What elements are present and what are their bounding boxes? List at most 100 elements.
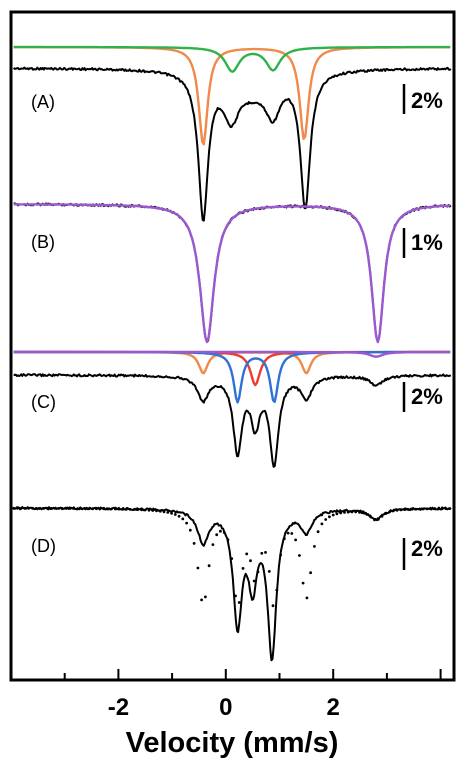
- data-point: [79, 507, 83, 510]
- data-point: [27, 506, 31, 510]
- data-point: [155, 509, 158, 513]
- data-point: [275, 588, 279, 592]
- data-point: [395, 508, 399, 512]
- data-point: [429, 507, 433, 511]
- data-point: [256, 570, 260, 574]
- data-point: [121, 507, 125, 511]
- data-point: [335, 512, 339, 516]
- data-point: [260, 551, 264, 555]
- data-point: [87, 507, 91, 511]
- data-point: [328, 515, 331, 519]
- data-point: [425, 507, 429, 511]
- scale-label: 1%: [411, 230, 443, 255]
- data-point: [309, 571, 312, 575]
- data-point: [61, 507, 64, 510]
- data-point: [113, 507, 117, 511]
- data-point: [166, 511, 170, 514]
- data-point: [31, 506, 34, 510]
- labels-layer: (A) 2% (B) 1% (C) 2% (D) 2%: [31, 84, 443, 570]
- data-point: [407, 508, 410, 511]
- panel-1-series-2: [13, 45, 451, 146]
- data-point: [140, 508, 143, 512]
- data-point: [91, 507, 94, 511]
- data-point: [369, 515, 373, 519]
- panel-1-series-1: [12, 66, 452, 222]
- data-point: [271, 604, 275, 608]
- data-point: [102, 507, 106, 511]
- data-point: [196, 566, 200, 570]
- data-point: [343, 511, 346, 514]
- panel-4-series-2-dots: [12, 506, 452, 608]
- data-point: [358, 510, 361, 514]
- data-point: [106, 507, 110, 511]
- data-point: [444, 507, 448, 510]
- data-point: [128, 508, 132, 511]
- data-point: [151, 509, 155, 512]
- data-point: [391, 509, 395, 513]
- data-point: [241, 567, 245, 570]
- data-point: [42, 507, 46, 510]
- data-point: [350, 510, 354, 514]
- data-point: [320, 522, 324, 526]
- data-point: [264, 551, 267, 554]
- data-point: [76, 507, 79, 510]
- data-point: [158, 509, 162, 513]
- data-point: [162, 510, 166, 514]
- data-point: [49, 507, 53, 510]
- data-point: [294, 538, 297, 542]
- data-point: [305, 596, 309, 600]
- data-point: [226, 538, 230, 542]
- data-point: [298, 554, 301, 557]
- data-point: [132, 508, 136, 511]
- panel-label: (A): [31, 92, 55, 112]
- data-point: [279, 553, 282, 557]
- panel-4-series-1: [12, 506, 452, 662]
- scale-label: 2%: [411, 536, 443, 561]
- data-point: [365, 513, 369, 516]
- data-point: [207, 564, 211, 568]
- data-point: [316, 530, 320, 534]
- panel-label: (C): [31, 392, 56, 412]
- data-point: [204, 595, 207, 599]
- data-point: [380, 514, 384, 518]
- panel-label: (D): [31, 536, 56, 556]
- x-tick-label: 0: [219, 694, 232, 721]
- data-point: [346, 510, 350, 514]
- data-point: [403, 508, 406, 511]
- data-point: [200, 598, 204, 602]
- data-point: [219, 529, 222, 533]
- data-point: [422, 507, 425, 511]
- data-point: [388, 510, 391, 514]
- data-point: [117, 507, 121, 511]
- data-point: [252, 579, 256, 583]
- data-point: [53, 507, 57, 510]
- data-point: [147, 508, 151, 512]
- data-point: [313, 545, 316, 548]
- data-point: [249, 559, 252, 563]
- data-point: [301, 581, 305, 585]
- panel-3-series-4: [13, 350, 451, 404]
- data-point: [354, 510, 358, 514]
- data-point: [286, 531, 290, 535]
- data-point: [110, 507, 113, 511]
- data-point: [19, 506, 23, 510]
- x-axis-label: Velocity (mm/s): [126, 727, 339, 759]
- x-tick-label: 2: [327, 694, 340, 721]
- data-point: [433, 507, 437, 511]
- data-point: [125, 507, 128, 511]
- x-tick-label: -2: [108, 694, 129, 721]
- data-point: [373, 518, 376, 522]
- curves-layer: [12, 45, 452, 662]
- data-point: [188, 528, 192, 532]
- data-point: [414, 507, 418, 511]
- data-point: [64, 507, 68, 510]
- data-point: [230, 557, 234, 560]
- panel-3-series-5: [13, 350, 451, 358]
- data-point: [324, 518, 328, 521]
- data-point: [237, 601, 241, 604]
- data-point: [38, 507, 42, 510]
- data-point: [384, 512, 388, 515]
- data-point: [440, 507, 444, 510]
